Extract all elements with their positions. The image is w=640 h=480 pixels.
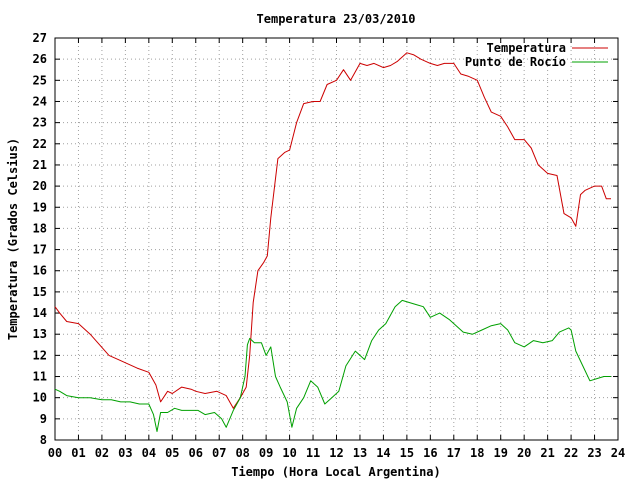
y-tick-label: 21: [33, 158, 47, 172]
y-tick-label: 27: [33, 31, 47, 45]
series-line-temperatura: [54, 52, 611, 409]
x-tick-label: 00: [48, 446, 62, 460]
y-tick-label: 25: [33, 73, 47, 87]
y-tick-label: 14: [33, 306, 47, 320]
x-tick-label: 03: [118, 446, 132, 460]
y-tick-label: 18: [33, 221, 47, 235]
x-tick-label: 07: [212, 446, 226, 460]
x-tick-label: 16: [423, 446, 437, 460]
y-tick-label: 15: [33, 285, 47, 299]
y-tick-label: 23: [33, 116, 47, 130]
x-tick-label: 23: [587, 446, 601, 460]
x-tick-label: 15: [400, 446, 414, 460]
y-tick-label: 8: [40, 433, 47, 447]
y-tick-label: 16: [33, 264, 47, 278]
legend: Temperatura Punto de Rocío: [465, 41, 608, 69]
x-tick-label: 02: [95, 446, 109, 460]
x-tick-label: 17: [447, 446, 461, 460]
x-tick-label: 22: [564, 446, 578, 460]
x-tick-label: 05: [165, 446, 179, 460]
y-tick-label: 17: [33, 243, 47, 257]
y-tick-label: 12: [33, 348, 47, 362]
x-tick-label: 04: [142, 446, 156, 460]
x-tick-label: 18: [470, 446, 484, 460]
x-tick-label: 14: [376, 446, 390, 460]
x-tick-label: 21: [540, 446, 554, 460]
legend-label-temperatura: Temperatura: [487, 41, 566, 55]
series-lines: [54, 52, 611, 432]
x-tick-label: 13: [353, 446, 367, 460]
x-tick-label: 20: [517, 446, 531, 460]
y-tick-label: 20: [33, 179, 47, 193]
chart-title: Temperatura 23/03/2010: [257, 12, 416, 26]
x-tick-label: 24: [611, 446, 625, 460]
y-tick-label: 22: [33, 137, 47, 151]
legend-label-punto-de-rocio: Punto de Rocío: [465, 55, 566, 69]
series-line-punto-de-rocio: [54, 299, 611, 432]
y-tick-label: 10: [33, 391, 47, 405]
y-tick-label: 13: [33, 327, 47, 341]
y-tick-label: 26: [33, 52, 47, 66]
y-tick-label: 9: [40, 412, 47, 426]
x-tick-label: 06: [189, 446, 203, 460]
y-tick-label: 24: [33, 94, 47, 108]
x-tick-label: 10: [282, 446, 296, 460]
x-tick-label: 12: [329, 446, 343, 460]
y-tick-label: 11: [33, 370, 47, 384]
x-tick-label: 19: [493, 446, 507, 460]
y-tick-label: 19: [33, 200, 47, 214]
x-tick-label: 11: [306, 446, 320, 460]
y-axis-label: Temperatura (Grados Celsius): [6, 138, 20, 340]
axis-ticks: 00 01 02 03 04 05 06 07 08 09 10 11 12 13 14 15 16 17 18 19…: [33, 31, 626, 460]
x-tick-label: 09: [259, 446, 273, 460]
grid: [55, 38, 618, 440]
x-axis-label: Tiempo (Hora Local Argentina): [231, 465, 441, 479]
x-tick-label: 08: [235, 446, 249, 460]
x-tick-label: 01: [71, 446, 85, 460]
